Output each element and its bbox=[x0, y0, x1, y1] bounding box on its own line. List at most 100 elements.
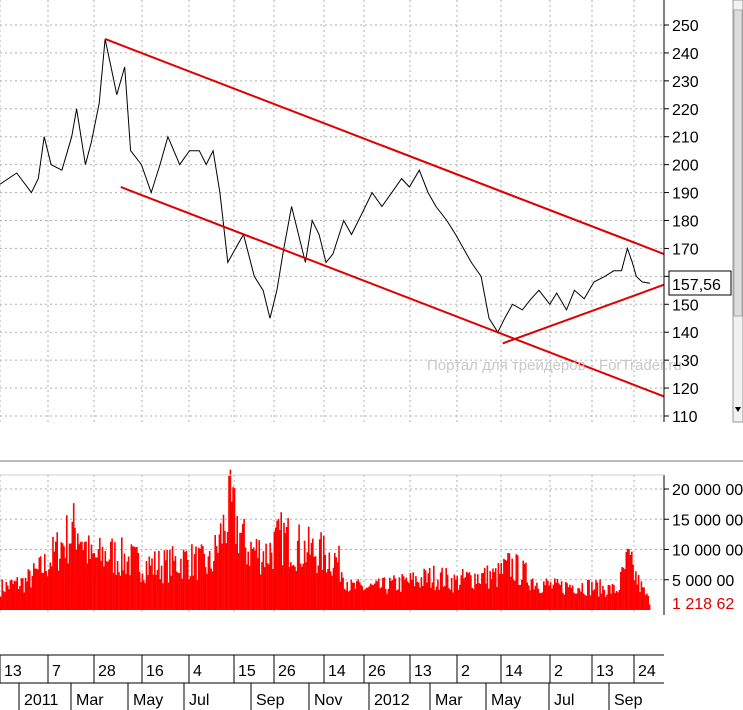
volume-bar bbox=[433, 565, 435, 610]
volume-bar bbox=[456, 575, 458, 610]
volume-bar bbox=[94, 557, 97, 610]
price-tick-label: 230 bbox=[672, 74, 699, 91]
volume-bar bbox=[428, 568, 431, 610]
volume-bar bbox=[255, 539, 258, 610]
volume-bar bbox=[493, 572, 496, 610]
volume-bar bbox=[284, 533, 287, 610]
volume-bar bbox=[111, 538, 113, 610]
volume-bar bbox=[169, 549, 171, 610]
volume-bar bbox=[431, 582, 434, 610]
volume-bar bbox=[257, 558, 259, 610]
volume-bar bbox=[358, 582, 361, 610]
volume-bar bbox=[450, 577, 453, 610]
volume-bar bbox=[42, 573, 45, 610]
volume-bar bbox=[576, 593, 578, 610]
volume-bar bbox=[60, 542, 63, 610]
volume-bar bbox=[229, 469, 232, 610]
volume-bar bbox=[144, 583, 146, 610]
current-volume-label: 1 218 62 bbox=[672, 596, 734, 613]
volume-bar bbox=[186, 560, 189, 610]
volume-bar bbox=[416, 581, 419, 610]
volume-bar bbox=[176, 571, 178, 610]
volume-bar bbox=[158, 550, 160, 610]
volume-bar bbox=[475, 583, 478, 610]
volume-bar bbox=[613, 584, 615, 610]
scroll-down-arrow-icon[interactable] bbox=[735, 407, 741, 412]
volume-bar bbox=[214, 535, 216, 610]
volume-bar bbox=[64, 557, 67, 610]
day-tick-label: 26 bbox=[368, 663, 386, 680]
volume-bar bbox=[237, 553, 240, 610]
volume-bar bbox=[375, 580, 377, 610]
volume-bar bbox=[218, 534, 221, 610]
volume-bar bbox=[115, 574, 118, 610]
volume-bar bbox=[192, 575, 194, 610]
volume-bar bbox=[81, 541, 83, 610]
price-tick-label: 240 bbox=[672, 46, 699, 63]
volume-bar bbox=[291, 565, 293, 610]
volume-bar bbox=[211, 571, 214, 610]
volume-bar bbox=[167, 582, 170, 610]
volume-bar bbox=[250, 541, 252, 610]
volume-bar bbox=[156, 569, 159, 610]
volume-bar bbox=[383, 577, 386, 610]
volume-bar bbox=[252, 547, 255, 610]
volume-bar bbox=[595, 580, 597, 610]
volume-bar bbox=[499, 573, 501, 610]
volume-bar bbox=[441, 567, 443, 610]
volume-bar bbox=[378, 578, 380, 610]
volume-bar bbox=[108, 559, 111, 610]
volume-bar bbox=[321, 570, 324, 610]
price-tick-label: 250 bbox=[672, 18, 699, 35]
volume-bar bbox=[548, 585, 551, 610]
volume-bar bbox=[463, 578, 465, 610]
volume-bar bbox=[180, 558, 182, 610]
day-tick-label: 14 bbox=[328, 663, 346, 680]
volume-bar bbox=[518, 585, 520, 610]
volume-bar bbox=[555, 582, 557, 610]
volume-bar bbox=[372, 585, 375, 610]
volume-bar bbox=[235, 543, 237, 610]
volume-tick-label: 10 000 00 bbox=[672, 543, 743, 560]
day-axis-ticks: 13 7 28 16 4 15 26 14 26 13 2 14 2 13 24 bbox=[0, 655, 656, 683]
volume-bar bbox=[24, 577, 27, 610]
volume-bar bbox=[266, 563, 269, 610]
volume-bar bbox=[639, 592, 641, 610]
volume-bar bbox=[92, 553, 94, 610]
volume-bar bbox=[13, 580, 16, 610]
volume-bar bbox=[133, 546, 135, 610]
volume-bar bbox=[66, 515, 68, 610]
volume-bar bbox=[387, 588, 390, 610]
price-tick-label: 130 bbox=[672, 353, 699, 370]
volume-bar bbox=[16, 577, 19, 610]
volume-bar bbox=[160, 565, 163, 610]
volume-bar bbox=[295, 571, 298, 610]
volume-bar bbox=[312, 538, 314, 610]
price-scrollbar[interactable] bbox=[732, 0, 743, 423]
volume-bar bbox=[103, 566, 105, 610]
volume-bar bbox=[636, 584, 639, 610]
trend-lines bbox=[104, 38, 665, 398]
volume-bar bbox=[434, 590, 436, 610]
volume-bar bbox=[46, 576, 49, 610]
volume-bar bbox=[633, 580, 636, 610]
trend-line-1 bbox=[104, 38, 665, 255]
volume-bar bbox=[342, 577, 344, 610]
volume-bar bbox=[449, 589, 452, 610]
volume-bar bbox=[413, 586, 416, 610]
volume-bar bbox=[259, 574, 262, 610]
volume-bar bbox=[398, 577, 401, 610]
volume-bar bbox=[44, 554, 46, 610]
volume-bar bbox=[430, 587, 432, 610]
current-price-marker: 157,56 bbox=[668, 270, 732, 296]
day-tick-label: 13 bbox=[414, 663, 432, 680]
volume-bar bbox=[417, 582, 420, 610]
volume-axis-ticks: 20 000 00 15 000 00 10 000 00 5 000 00 bbox=[664, 482, 743, 590]
volume-bar bbox=[644, 594, 647, 610]
volume-bar bbox=[631, 551, 633, 610]
volume-bar bbox=[350, 579, 353, 610]
scrollbar-thumb[interactable] bbox=[733, 9, 743, 317]
volume-bar bbox=[93, 553, 96, 610]
price-tick-label: 150 bbox=[672, 297, 699, 314]
month-label: Mar bbox=[76, 692, 104, 709]
